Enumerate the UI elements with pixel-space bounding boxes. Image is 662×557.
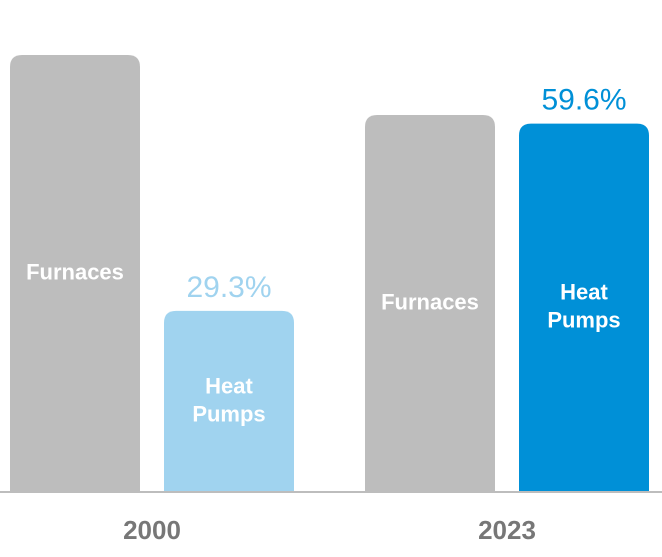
- bar-label-heat-pumps-2023: Pumps: [547, 308, 620, 333]
- category-label-2000: 2000: [123, 515, 181, 545]
- bar-heat-pumps-2023: [519, 123, 649, 492]
- category-label-2023: 2023: [478, 515, 536, 545]
- bar-heat-pumps-2000: [164, 310, 294, 492]
- value-label-heat-pumps-2023: 59.6%: [541, 84, 626, 117]
- bar-furnaces-2023: [365, 114, 495, 493]
- bar-label-furnaces-2023: Furnaces: [381, 289, 479, 314]
- value-label-heat-pumps-2000: 29.3%: [186, 271, 271, 304]
- bar-furnaces-2000: [10, 55, 140, 492]
- bar-label-heat-pumps-2000: Pumps: [192, 401, 265, 426]
- bar-label-heat-pumps-2023: Heat: [560, 280, 608, 305]
- bar-label-heat-pumps-2000: Heat: [205, 373, 253, 398]
- bar-label-furnaces-2000: Furnaces: [26, 259, 124, 284]
